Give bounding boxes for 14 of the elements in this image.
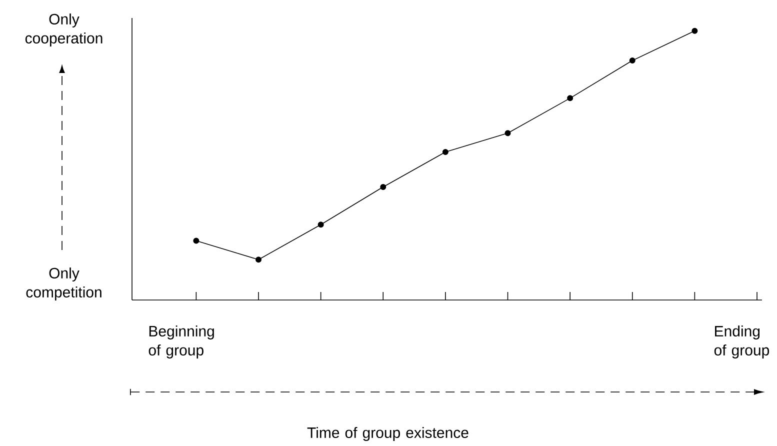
point [442, 148, 448, 155]
text: Beginning of group [148, 325, 214, 358]
point [504, 130, 511, 136]
point [567, 95, 574, 102]
point [692, 28, 698, 34]
text: Ending of group [714, 325, 770, 358]
text: Only cooperation [25, 14, 102, 46]
point [193, 238, 200, 244]
point [256, 256, 262, 263]
point [380, 184, 386, 190]
text: Time of group existence [307, 426, 468, 441]
text: Only competition [26, 267, 102, 300]
point [318, 222, 324, 228]
point [629, 58, 636, 64]
